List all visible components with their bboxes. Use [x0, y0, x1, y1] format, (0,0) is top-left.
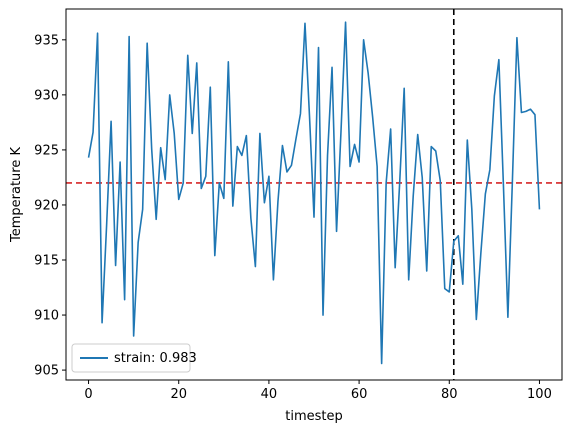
y-tick-label: 910	[34, 309, 59, 324]
y-tick-label: 915	[34, 254, 59, 269]
y-tick-label: 925	[34, 143, 59, 158]
x-tick-label: 0	[84, 387, 92, 402]
x-tick-label: 80	[441, 387, 458, 402]
x-tick-label: 40	[261, 387, 278, 402]
plot-frame	[65, 8, 563, 381]
y-tick-label: 935	[34, 33, 59, 48]
x-tick-label: 20	[170, 387, 187, 402]
y-axis-label: Temperature K	[9, 147, 24, 243]
y-tick-label: 905	[34, 364, 59, 379]
x-axis-label: timestep	[285, 409, 343, 424]
y-tick-label: 920	[34, 198, 59, 213]
series-line	[87, 21, 541, 365]
legend: strain: 0.983	[71, 343, 197, 373]
y-tick-label: 930	[34, 88, 59, 103]
legend-label: strain: 0.983	[114, 351, 197, 366]
x-tick-label: 60	[351, 387, 368, 402]
legend-box	[71, 343, 191, 373]
x-tick-label: 100	[527, 387, 552, 402]
